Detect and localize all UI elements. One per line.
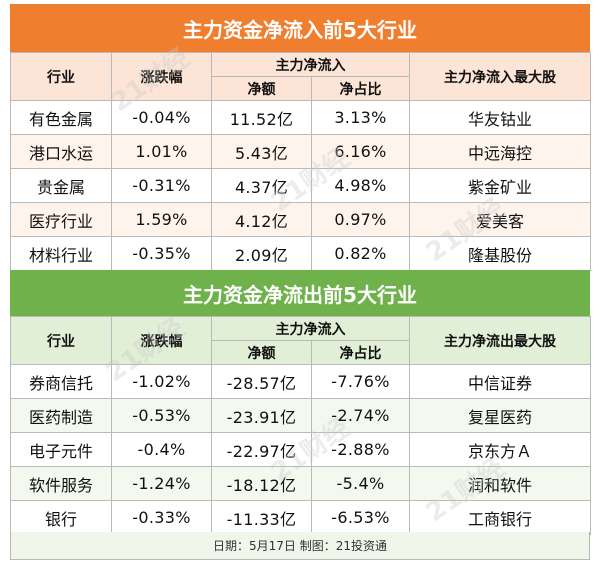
cell-industry: 软件服务 — [10, 466, 112, 501]
header-top-stock: 主力净流出最大股 — [409, 316, 591, 365]
header-net-ratio: 净占比 — [311, 340, 410, 365]
cell-ratio: -2.88% — [311, 432, 410, 467]
cell-amount: 2.09亿 — [211, 236, 312, 271]
header-net-ratio: 净占比 — [311, 76, 410, 101]
table-row: 银行 -0.33% -11.33亿 -6.53% 工商银行 — [10, 500, 591, 535]
cell-ratio: -2.74% — [311, 398, 410, 433]
cell-ratio: -7.76% — [311, 364, 410, 399]
cell-stock: 润和软件 — [409, 466, 591, 501]
cell-ratio: 0.97% — [311, 202, 410, 237]
cell-change: 1.59% — [111, 202, 212, 237]
cell-industry: 电子元件 — [10, 432, 112, 467]
table-row: 有色金属 -0.04% 11.52亿 3.13% 华友钴业 — [10, 100, 591, 135]
cell-industry: 贵金属 — [10, 168, 112, 203]
cell-ratio: -5.4% — [311, 466, 410, 501]
header-net-amount: 净额 — [211, 76, 312, 101]
header-net-group: 主力净流入 — [211, 52, 410, 77]
cell-ratio: 0.82% — [311, 236, 410, 271]
cell-amount: -28.57亿 — [211, 364, 312, 399]
header-net-amount: 净额 — [211, 340, 312, 365]
cell-amount: -18.12亿 — [211, 466, 312, 501]
cell-change: 1.01% — [111, 134, 212, 169]
cell-change: -0.04% — [111, 100, 212, 135]
cell-change: -0.53% — [111, 398, 212, 433]
header-change: 涨跌幅 — [111, 316, 212, 365]
cell-amount: 4.12亿 — [211, 202, 312, 237]
cell-change: -0.35% — [111, 236, 212, 271]
table-row: 贵金属 -0.31% 4.37亿 4.98% 紫金矿业 — [10, 168, 591, 203]
table-row: 软件服务 -1.24% -18.12亿 -5.4% 润和软件 — [10, 466, 591, 501]
cell-ratio: 6.16% — [311, 134, 410, 169]
table-row: 电子元件 -0.4% -22.97亿 -2.88% 京东方Ａ — [10, 432, 591, 467]
outflow-title: 主力资金净流出前5大行业 — [10, 270, 590, 316]
inflow-table: 行业 涨跌幅 主力净流入 主力净流入最大股 净额 净占比 有色金属 -0.04%… — [10, 52, 591, 271]
outflow-table: 行业 涨跌幅 主力净流入 主力净流出最大股 净额 净占比 券商信托 -1.02%… — [10, 316, 591, 535]
table-row: 港口水运 1.01% 5.43亿 6.16% 中远海控 — [10, 134, 591, 169]
footer-credit: 日期：5月17日 制图：21投资通 — [10, 532, 590, 560]
cell-industry: 港口水运 — [10, 134, 112, 169]
cell-industry: 医药制造 — [10, 398, 112, 433]
cell-stock: 爱美客 — [409, 202, 591, 237]
cell-amount: 11.52亿 — [211, 100, 312, 135]
cell-change: -1.02% — [111, 364, 212, 399]
cell-stock: 中远海控 — [409, 134, 591, 169]
cell-stock: 隆基股份 — [409, 236, 591, 271]
cell-ratio: -6.53% — [311, 500, 410, 535]
header-net-group: 主力净流入 — [211, 316, 410, 341]
cell-stock: 京东方Ａ — [409, 432, 591, 467]
cell-industry: 材料行业 — [10, 236, 112, 271]
cell-change: -1.24% — [111, 466, 212, 501]
cell-stock: 中信证券 — [409, 364, 591, 399]
cell-amount: -22.97亿 — [211, 432, 312, 467]
cell-amount: -11.33亿 — [211, 500, 312, 535]
table-row: 医疗行业 1.59% 4.12亿 0.97% 爱美客 — [10, 202, 591, 237]
inflow-title: 主力资金净流入前5大行业 — [10, 4, 590, 52]
table-row: 券商信托 -1.02% -28.57亿 -7.76% 中信证券 — [10, 364, 591, 399]
cell-industry: 医疗行业 — [10, 202, 112, 237]
cell-change: -0.33% — [111, 500, 212, 535]
cell-stock: 华友钴业 — [409, 100, 591, 135]
cell-industry: 有色金属 — [10, 100, 112, 135]
header-industry: 行业 — [10, 52, 112, 101]
cell-ratio: 4.98% — [311, 168, 410, 203]
cell-industry: 银行 — [10, 500, 112, 535]
cell-stock: 紫金矿业 — [409, 168, 591, 203]
table-row: 材料行业 -0.35% 2.09亿 0.82% 隆基股份 — [10, 236, 591, 271]
cell-ratio: 3.13% — [311, 100, 410, 135]
cell-stock: 工商银行 — [409, 500, 591, 535]
header-top-stock: 主力净流入最大股 — [409, 52, 591, 101]
cell-amount: 5.43亿 — [211, 134, 312, 169]
cell-amount: 4.37亿 — [211, 168, 312, 203]
cell-change: -0.4% — [111, 432, 212, 467]
cell-stock: 复星医药 — [409, 398, 591, 433]
cell-industry: 券商信托 — [10, 364, 112, 399]
cell-change: -0.31% — [111, 168, 212, 203]
table-row: 医药制造 -0.53% -23.91亿 -2.74% 复星医药 — [10, 398, 591, 433]
header-industry: 行业 — [10, 316, 112, 365]
cell-amount: -23.91亿 — [211, 398, 312, 433]
header-change: 涨跌幅 — [111, 52, 212, 101]
